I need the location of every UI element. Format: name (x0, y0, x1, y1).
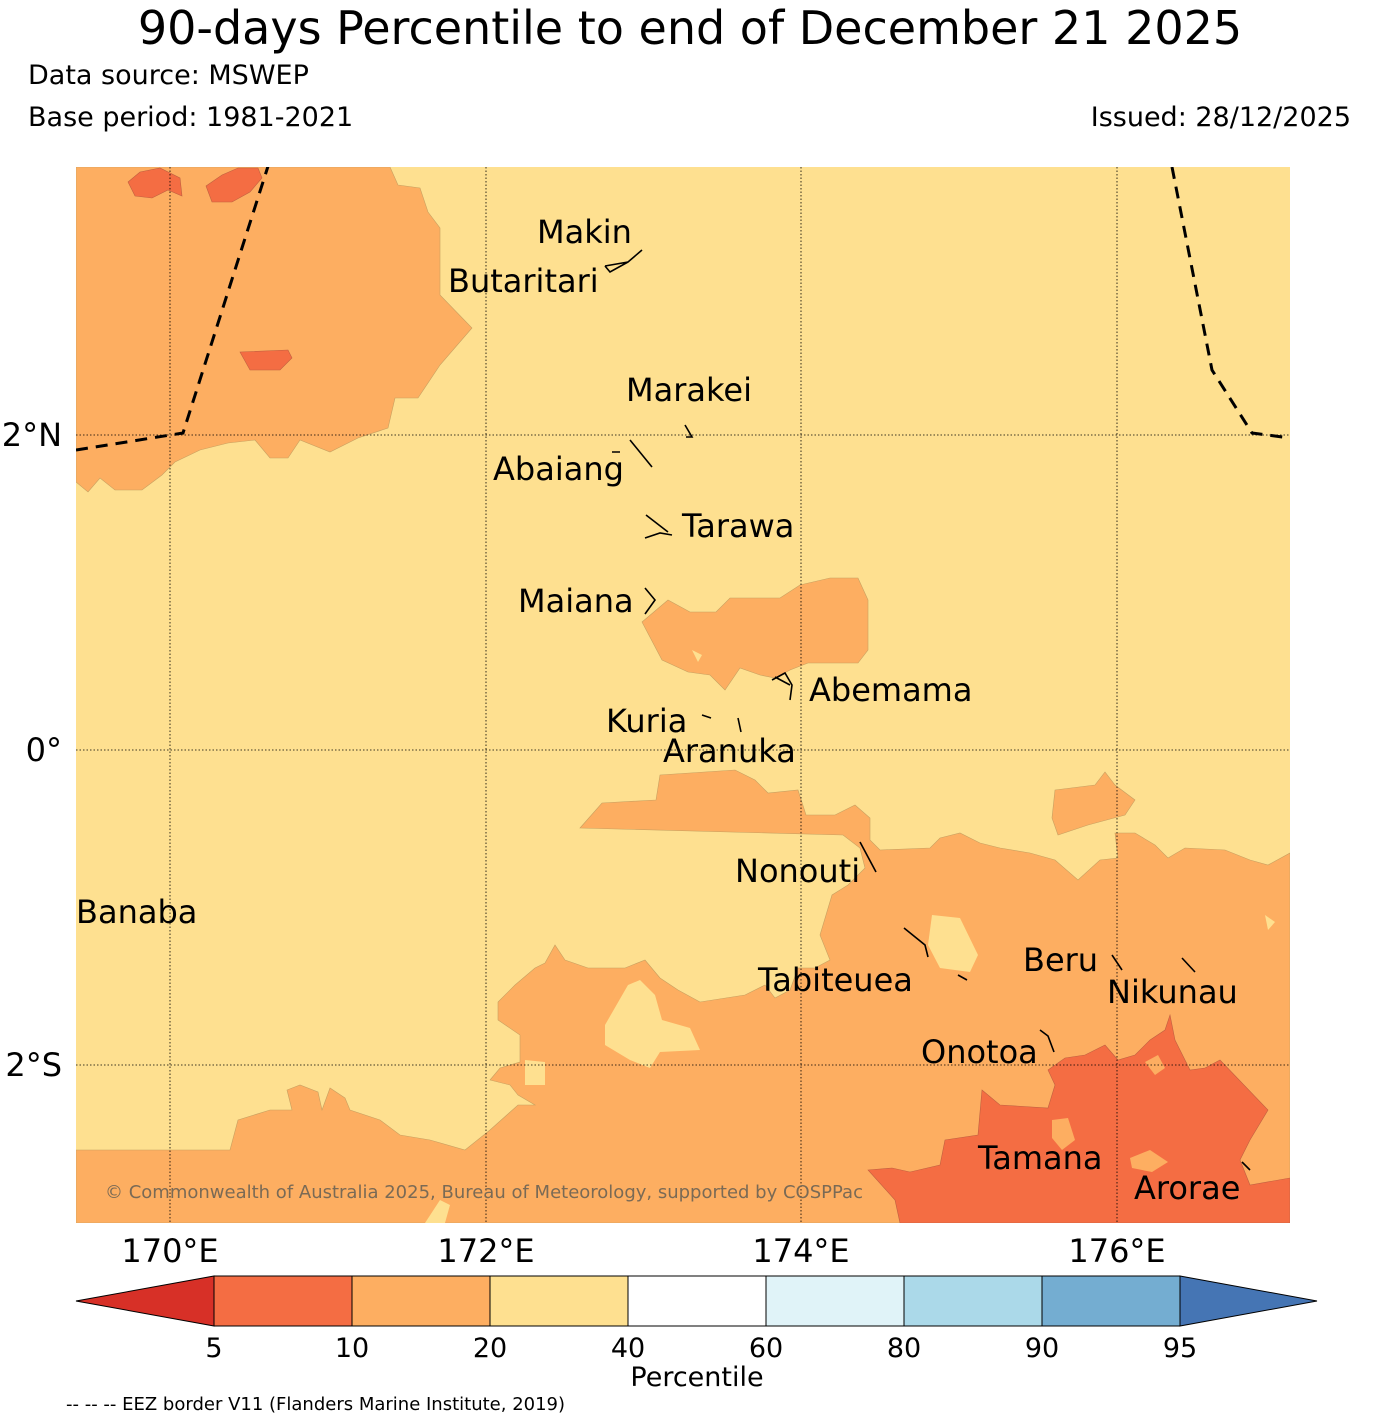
colorbar-tick-label: 95 (1163, 1333, 1197, 1364)
colorbar-tick-label: 40 (611, 1333, 645, 1364)
label-tamana: Tamana (977, 1139, 1103, 1177)
label-tabiteuea: Tabiteuea (757, 961, 913, 999)
colorbar-tick-label: 90 (1025, 1333, 1059, 1364)
label-abaiang: Abaiang (493, 450, 624, 488)
colorbar-segment (351, 1275, 491, 1327)
map-area: Makin Butaritari Marakei Abaiang Tarawa … (76, 167, 1290, 1223)
colorbar-segment (627, 1275, 767, 1327)
gridlines (76, 167, 1290, 1223)
lon-label-170e: 170°E (121, 1232, 218, 1270)
colorbar-tick-label: 60 (749, 1333, 783, 1364)
colorbar-extend-high (1179, 1275, 1318, 1327)
lon-label-172e: 172°E (437, 1232, 534, 1270)
label-banaba: Banaba (76, 893, 197, 931)
regions-5-10 (127, 167, 1290, 1223)
island-labels: Makin Butaritari Marakei Abaiang Tarawa … (76, 213, 1240, 1207)
eez-borders (76, 167, 1290, 452)
lat-label-2n: 2°N (2, 416, 62, 454)
colorbar-segment (213, 1275, 353, 1327)
label-nonouti: Nonouti (735, 852, 860, 890)
colorbar-extend-low (75, 1275, 215, 1327)
issued-date: Issued: 28/12/2025 (1090, 102, 1351, 133)
label-nikunau: Nikunau (1107, 973, 1238, 1011)
label-kuria: Kuria (606, 702, 687, 740)
colorbar-tick-label: 20 (473, 1333, 507, 1364)
eez-footnote: -- -- -- EEZ border V11 (Flanders Marine… (66, 1394, 566, 1415)
lat-label-0: 0° (26, 731, 62, 769)
label-beru: Beru (1023, 941, 1098, 979)
colorbar-segment (1041, 1275, 1181, 1327)
label-onotoa: Onotoa (921, 1033, 1038, 1071)
colorbar-title: Percentile (630, 1362, 763, 1393)
label-butaritari: Butaritari (448, 262, 599, 300)
label-abemama: Abemama (809, 671, 972, 709)
colorbar-tick-label: 5 (205, 1333, 222, 1364)
label-aranuka: Aranuka (663, 732, 796, 770)
label-makin: Makin (537, 213, 632, 251)
colorbar: 5 10 20 40 60 80 90 95 (75, 1275, 1318, 1364)
colorbar-tick-label: 80 (887, 1333, 921, 1364)
colorbar-tick-label: 10 (335, 1333, 369, 1364)
holes-20-40 (425, 650, 1275, 1223)
colorbar-segment (903, 1275, 1043, 1327)
label-tarawa: Tarawa (681, 507, 794, 545)
label-arorae: Arorae (1134, 1169, 1240, 1207)
colorbar-segment (765, 1275, 905, 1327)
axis-labels: 2°N 0° 2°S 170°E 172°E 174°E 176°E (2, 416, 1166, 1270)
label-marakei: Marakei (626, 371, 752, 409)
lon-label-176e: 176°E (1068, 1232, 1165, 1270)
label-maiana: Maiana (518, 582, 634, 620)
base-period: Base period: 1981-2021 (28, 102, 354, 133)
island-outlines (604, 249, 1251, 1171)
colorbar-segment (489, 1275, 629, 1327)
chart-title: 90-days Percentile to end of December 21… (137, 1, 1243, 55)
lon-label-174e: 174°E (752, 1232, 849, 1270)
lat-label-2s: 2°S (5, 1046, 62, 1084)
data-source: Data source: MSWEP (28, 60, 309, 91)
copyright-notice: © Commonwealth of Australia 2025, Bureau… (105, 1182, 863, 1203)
